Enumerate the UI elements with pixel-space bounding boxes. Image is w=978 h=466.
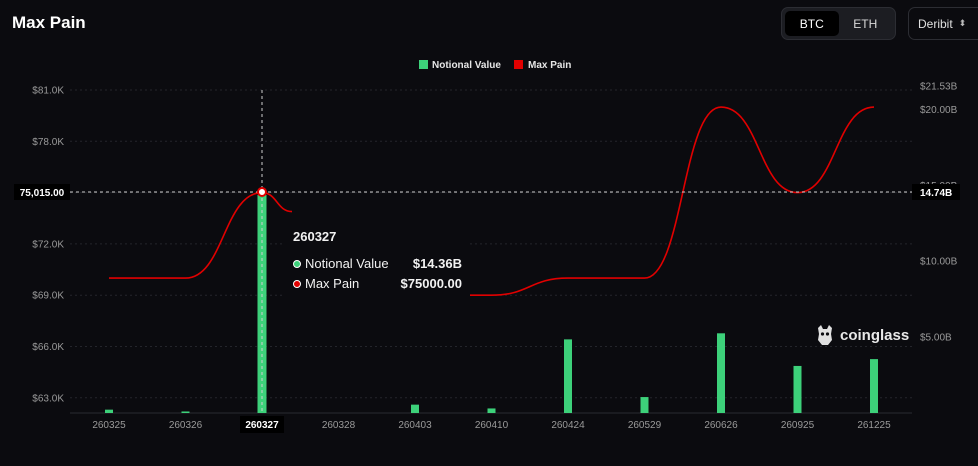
legend-label-notional[interactable]: Notional Value — [432, 60, 501, 71]
notional-bar[interactable] — [105, 409, 113, 413]
tooltip-value-maxpain: $75000.00 — [400, 276, 462, 291]
coin-toggle: BTC ETH — [781, 7, 896, 40]
notional-bars — [105, 195, 878, 413]
y-left-tick-label: $81.0K — [32, 86, 64, 97]
notional-bar[interactable] — [717, 333, 725, 413]
y-left-tick-label: $66.0K — [32, 342, 64, 353]
x-tick-label: 260326 — [169, 420, 203, 431]
exchange-select[interactable]: Deribit ⬍ — [908, 7, 978, 40]
x-tick-label: 260410 — [475, 420, 509, 431]
crosshair: 75,015.00 14.74B 260327 — [14, 90, 960, 433]
tooltip-label-maxpain: Max Pain — [305, 276, 360, 291]
notional-bar[interactable] — [181, 411, 190, 413]
y-left-tick-label: $63.0K — [32, 393, 64, 404]
x-axis: 260325 260326 260328 260403 260410 260424 2605… — [92, 420, 891, 431]
notional-bar[interactable] — [640, 397, 649, 413]
x-tick-label: 260325 — [92, 420, 126, 431]
y-right-tick-label: $21.53B — [920, 82, 958, 93]
legend-swatch-maxpain — [514, 60, 523, 69]
notional-bar[interactable] — [257, 195, 267, 413]
y-axis-left: $63.0K$66.0K$69.0K$72.0K$75.0K$78.0K$81.… — [32, 86, 64, 405]
max-pain-line — [109, 106, 875, 297]
watermark-text: coinglass — [840, 326, 910, 344]
tab-btc[interactable]: BTC — [785, 11, 839, 36]
hover-point — [257, 187, 267, 197]
x-tick-label: 260403 — [398, 420, 432, 431]
exchange-select-value: Deribit — [918, 16, 953, 31]
max-pain-line-segment[interactable] — [457, 106, 875, 297]
max-pain-line-segment[interactable] — [109, 191, 293, 279]
tooltip-dot-notional — [293, 259, 301, 268]
y-axis-right: $5.00B$10.00B$15.00B$20.00B$21.53B — [920, 82, 958, 344]
page-title: Max Pain — [12, 13, 86, 32]
notional-bar[interactable] — [793, 365, 802, 413]
tooltip-title: 260327 — [293, 229, 337, 244]
y-right-tick-label: $10.00B — [920, 257, 958, 268]
x-tick-label: 260925 — [781, 420, 815, 431]
notional-bar[interactable] — [487, 408, 496, 413]
y-left-tick-label: $78.0K — [32, 137, 64, 148]
tooltip-value-notional: $14.36B — [412, 256, 462, 271]
chart-legend: Notional Value Max Pain — [419, 60, 571, 71]
coinglass-logo-icon — [816, 324, 834, 346]
crosshair-left-label: 75,015.00 — [20, 188, 65, 199]
grid-lines — [70, 89, 912, 414]
x-tick-label: 261225 — [857, 420, 891, 431]
x-tick-label: 260626 — [704, 420, 738, 431]
chevron-updown-icon: ⬍ — [958, 18, 967, 28]
y-right-tick-label: $20.00B — [920, 105, 958, 116]
tab-eth[interactable]: ETH — [853, 16, 878, 31]
crosshair-right-label: 14.74B — [920, 188, 952, 199]
chart-tooltip: 260327 Notional Value $14.36B Max Pain $… — [283, 221, 470, 296]
y-right-tick-label: $5.00B — [920, 333, 952, 344]
legend-label-maxpain[interactable]: Max Pain — [528, 60, 571, 71]
tooltip-row-notional: Notional Value $14.36B — [293, 256, 462, 271]
notional-bar[interactable] — [564, 339, 572, 413]
y-left-tick-label: $69.0K — [32, 291, 64, 302]
x-tick-label: 260328 — [322, 420, 356, 431]
legend-swatch-notional — [419, 60, 428, 69]
x-tick-label: 260424 — [551, 420, 585, 431]
notional-bar[interactable] — [411, 404, 419, 413]
tooltip-row-maxpain: Max Pain $75000.00 — [293, 276, 462, 291]
tooltip-dot-maxpain — [293, 279, 301, 288]
x-tick-label: 260529 — [628, 420, 662, 431]
y-left-tick-label: $72.0K — [32, 239, 64, 250]
coinglass-watermark: coinglass — [816, 324, 909, 346]
notional-bar[interactable] — [870, 359, 878, 413]
tooltip-label-notional: Notional Value — [305, 256, 389, 271]
crosshair-x-label: 260327 — [245, 420, 279, 431]
